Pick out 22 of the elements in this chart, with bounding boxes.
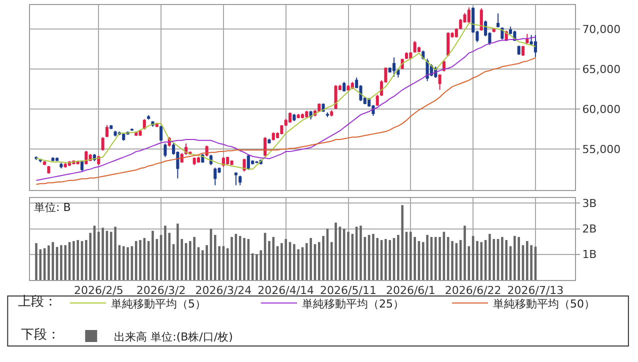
y-tick-label: 3B bbox=[582, 196, 597, 210]
annotation: 単位: B bbox=[34, 201, 71, 214]
legend-label: 単純移動平均（25） bbox=[302, 297, 404, 310]
y-tick-label: 2B bbox=[582, 222, 597, 236]
legend-label: 単純移動平均（50） bbox=[493, 297, 595, 310]
x-tick-label: 2026/6/1 bbox=[386, 284, 436, 298]
x-tick-label: 2026/2/5 bbox=[74, 284, 124, 298]
x-tick-label: 2026/4/14 bbox=[258, 284, 314, 298]
x-tick-label: 2026/3/24 bbox=[195, 284, 252, 298]
y-tick-label: 70,000 bbox=[582, 22, 621, 36]
y-tick-label: 55,000 bbox=[582, 143, 621, 156]
x-tick-label: 2026/3/2 bbox=[136, 284, 186, 298]
legend-label: 単純移動平均（5） bbox=[111, 297, 206, 310]
y-tick-label: 1B bbox=[582, 248, 597, 262]
x-tick-label: 2026/6/22 bbox=[444, 284, 502, 298]
x-tick-label: 2026/5/11 bbox=[320, 284, 376, 298]
legend-title: 上段： bbox=[18, 294, 57, 310]
x-tick-label: 2026/7/13 bbox=[507, 284, 564, 298]
legend-title: 下段： bbox=[21, 327, 60, 342]
legend-label: 出来高 単位:(B株/口/枚) bbox=[114, 330, 233, 344]
y-tick-label: 65,000 bbox=[582, 62, 621, 76]
y-tick-label: 60,000 bbox=[582, 102, 621, 116]
